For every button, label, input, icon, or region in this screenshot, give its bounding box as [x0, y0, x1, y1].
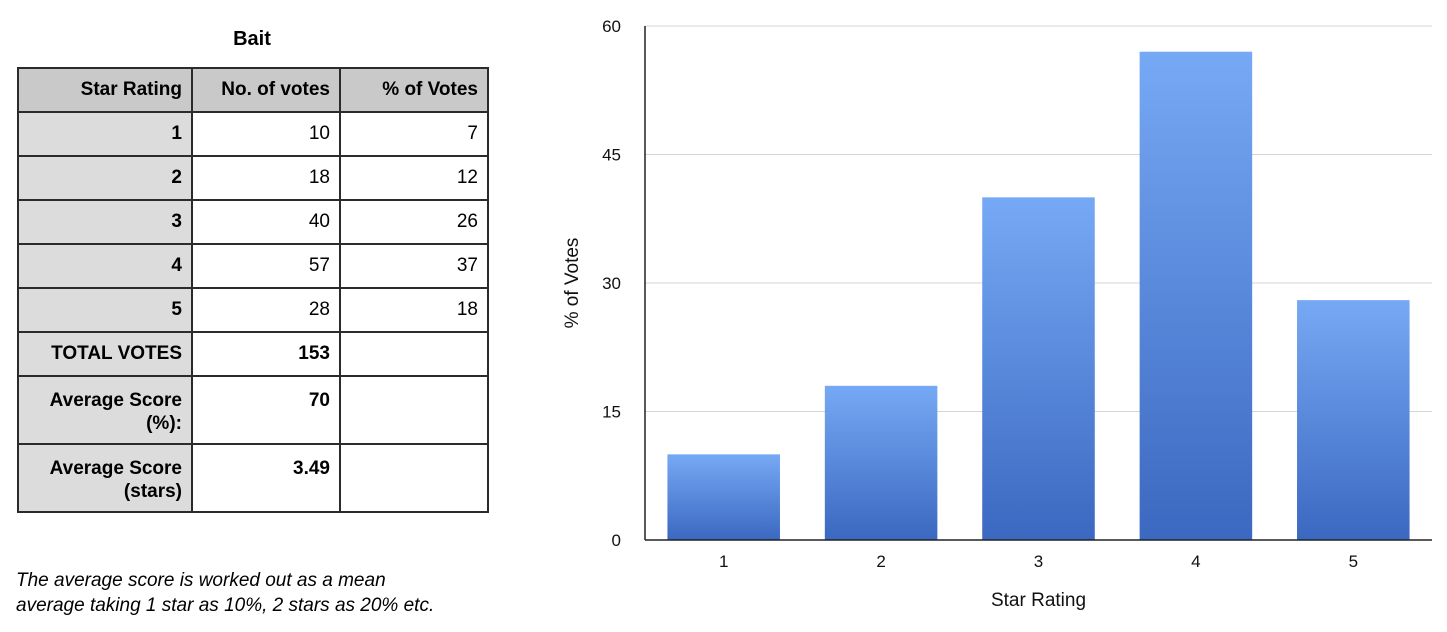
bar-4 [1139, 51, 1253, 540]
table-row: 2 18 12 [17, 155, 489, 201]
y-tick-label: 45 [602, 146, 621, 165]
total-votes-value: 153 [191, 331, 341, 377]
votes-cell: 40 [191, 199, 341, 245]
x-tick-label: 5 [1349, 552, 1358, 571]
pct-cell: 12 [339, 155, 489, 201]
avg-score-stars-value: 3.49 [191, 443, 341, 513]
bar-2 [824, 385, 938, 540]
rating-table: Star Rating No. of votes % of Votes 1 10… [17, 67, 489, 513]
bar-1 [667, 454, 780, 540]
average-note-line: The average score is worked out as a mea… [16, 570, 386, 591]
y-tick-label: 60 [602, 17, 621, 36]
bar-5 [1297, 300, 1410, 540]
avg-score-stars-label: Average Score (stars) [17, 443, 193, 513]
empty-cell [339, 443, 489, 513]
total-votes-label: TOTAL VOTES [17, 331, 193, 377]
votes-cell: 28 [191, 287, 341, 333]
empty-cell [339, 375, 489, 445]
y-tick-label: 0 [612, 531, 621, 550]
star-rating-cell: 4 [17, 243, 193, 289]
average-note: The average score is worked out as a mea… [16, 568, 434, 618]
pct-cell: 18 [339, 287, 489, 333]
avg-score-pct-row: Average Score (%): 70 [17, 375, 489, 445]
table-row: 4 57 37 [17, 243, 489, 289]
pct-cell: 37 [339, 243, 489, 289]
y-axis-label: % of Votes [562, 238, 583, 329]
header-star-rating: Star Rating [17, 67, 193, 113]
x-tick-label: 3 [1034, 552, 1043, 571]
average-note-line: average taking 1 star as 10%, 2 stars as… [16, 595, 435, 616]
votes-cell: 57 [191, 243, 341, 289]
pct-cell: 26 [339, 199, 489, 245]
table-title: Bait [233, 28, 271, 50]
star-rating-cell: 5 [17, 287, 193, 333]
table-header-row: Star Rating No. of votes % of Votes [17, 67, 489, 113]
y-tick-label: 15 [602, 403, 621, 422]
table-row: 5 28 18 [17, 287, 489, 333]
x-tick-label: 1 [719, 552, 728, 571]
star-rating-cell: 1 [17, 111, 193, 157]
table-row: 3 40 26 [17, 199, 489, 245]
empty-cell [339, 331, 489, 377]
header-pct-of-votes: % of Votes [339, 67, 489, 113]
y-tick-label: 30 [602, 274, 621, 293]
avg-score-pct-value: 70 [191, 375, 341, 445]
x-tick-label: 4 [1191, 552, 1200, 571]
total-votes-row: TOTAL VOTES 153 [17, 331, 489, 377]
x-tick-label: 2 [876, 552, 885, 571]
avg-score-pct-label: Average Score (%): [17, 375, 193, 445]
avg-score-stars-row: Average Score (stars) 3.49 [17, 443, 489, 513]
votes-cell: 18 [191, 155, 341, 201]
votes-cell: 10 [191, 111, 341, 157]
x-axis-label: Star Rating [991, 590, 1086, 611]
star-rating-cell: 2 [17, 155, 193, 201]
table-row: 1 10 7 [17, 111, 489, 157]
pct-cell: 7 [339, 111, 489, 157]
header-no-of-votes: No. of votes [191, 67, 341, 113]
bar-3 [982, 197, 1095, 541]
star-rating-cell: 3 [17, 199, 193, 245]
